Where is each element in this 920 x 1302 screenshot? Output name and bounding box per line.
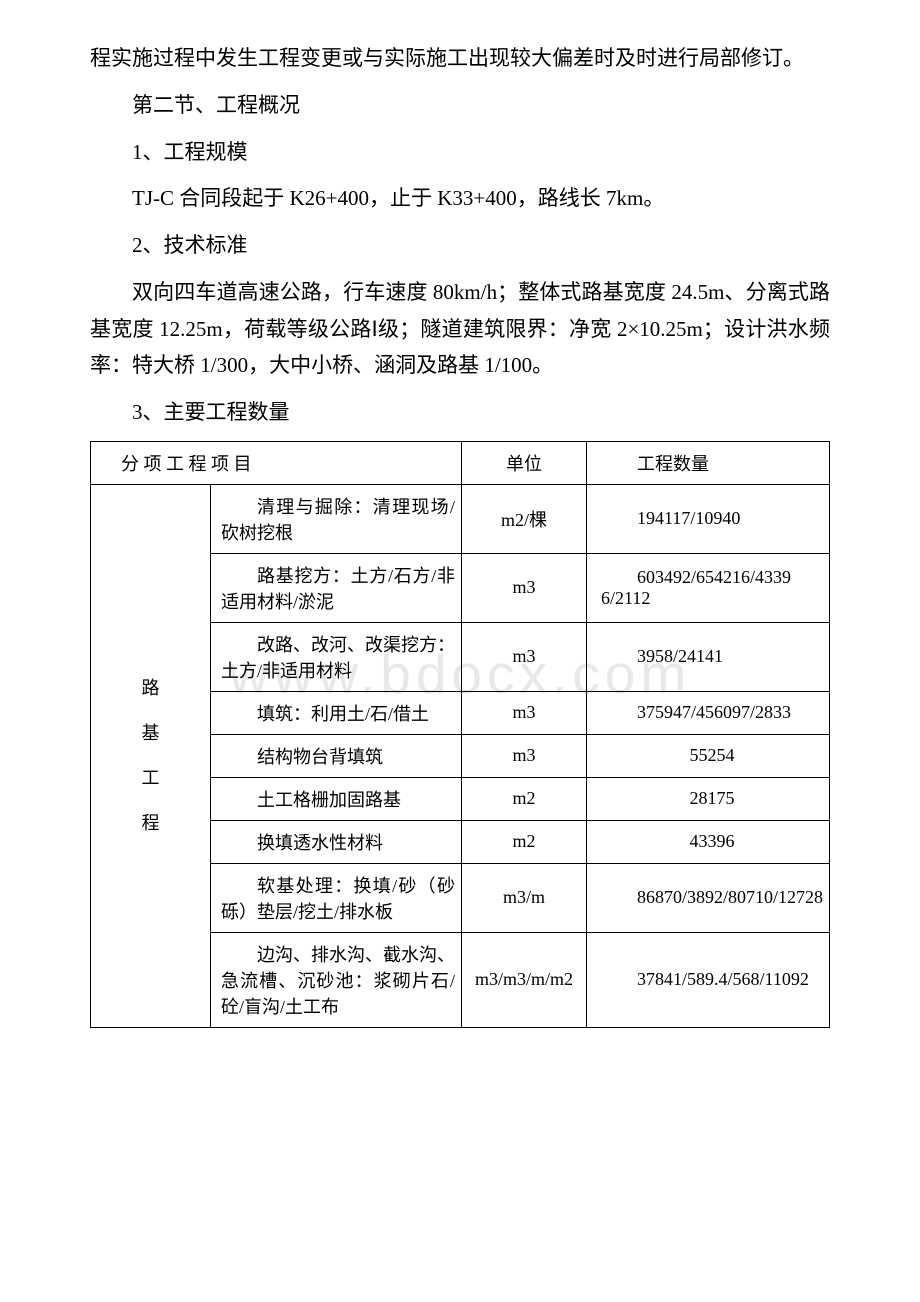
qty-cell: 55254 (586, 734, 829, 777)
item-cell: 清理与掘除：清理现场/砍树挖根 (211, 484, 462, 553)
qty-cell: 43396 (586, 820, 829, 863)
item-cell: 结构物台背填筑 (211, 734, 462, 777)
qty-cell: 375947/456097/2833 (586, 691, 829, 734)
table-row: 路基工程 清理与掘除：清理现场/砍树挖根 m2/棵 194117/10940 (91, 484, 830, 553)
qty-cell: 86870/3892/80710/12728 (586, 863, 829, 932)
item-cell: 土工格栅加固路基 (211, 777, 462, 820)
paragraph-standard: 双向四车道高速公路，行车速度 80km/h；整体式路基宽度 24.5m、分离式路… (90, 274, 830, 384)
subsection-heading-2: 2、技术标准 (90, 227, 830, 264)
header-item: 分 项 工 程 项 目 (91, 441, 462, 484)
table-header-row: 分 项 工 程 项 目 单位 工程数量 (91, 441, 830, 484)
section-heading: 第二节、工程概况 (90, 87, 830, 124)
qty-cell: 603492/654216/4339 6/2112 (586, 553, 829, 622)
unit-cell: m2/棵 (461, 484, 586, 553)
item-cell: 软基处理：换填/砂（砂砾）垫层/挖土/排水板 (211, 863, 462, 932)
header-qty: 工程数量 (586, 441, 829, 484)
header-unit: 单位 (461, 441, 586, 484)
item-cell: 换填透水性材料 (211, 820, 462, 863)
item-cell: 边沟、排水沟、截水沟、急流槽、沉砂池：浆砌片石/砼/盲沟/土工布 (211, 932, 462, 1027)
paragraph-continuation: 程实施过程中发生工程变更或与实际施工出现较大偏差时及时进行局部修订。 (90, 40, 830, 77)
unit-cell: m3 (461, 553, 586, 622)
subsection-heading-1: 1、工程规模 (90, 134, 830, 171)
unit-cell: m2 (461, 777, 586, 820)
item-cell: 填筑：利用土/石/借土 (211, 691, 462, 734)
unit-cell: m3 (461, 734, 586, 777)
qty-cell: 3958/24141 (586, 622, 829, 691)
qty-cell: 194117/10940 (586, 484, 829, 553)
unit-cell: m3 (461, 622, 586, 691)
qty-cell: 37841/589.4/568/11092 (586, 932, 829, 1027)
page-content: 程实施过程中发生工程变更或与实际施工出现较大偏差时及时进行局部修订。 第二节、工… (90, 40, 830, 1028)
subsection-heading-3: 3、主要工程数量 (90, 394, 830, 431)
item-cell: 改路、改河、改渠挖方：土方/非适用材料 (211, 622, 462, 691)
qty-cell: 28175 (586, 777, 829, 820)
paragraph-scale: TJ-C 合同段起于 K26+400，止于 K33+400，路线长 7km。 (90, 180, 830, 217)
unit-cell: m3/m (461, 863, 586, 932)
category-text: 路基工程 (142, 666, 160, 846)
category-cell: 路基工程 (91, 484, 211, 1027)
quantity-table: 分 项 工 程 项 目 单位 工程数量 路基工程 清理与掘除：清理现场/砍树挖根… (90, 441, 830, 1028)
unit-cell: m3/m3/m/m2 (461, 932, 586, 1027)
unit-cell: m3 (461, 691, 586, 734)
unit-cell: m2 (461, 820, 586, 863)
item-cell: 路基挖方：土方/石方/非适用材料/淤泥 (211, 553, 462, 622)
